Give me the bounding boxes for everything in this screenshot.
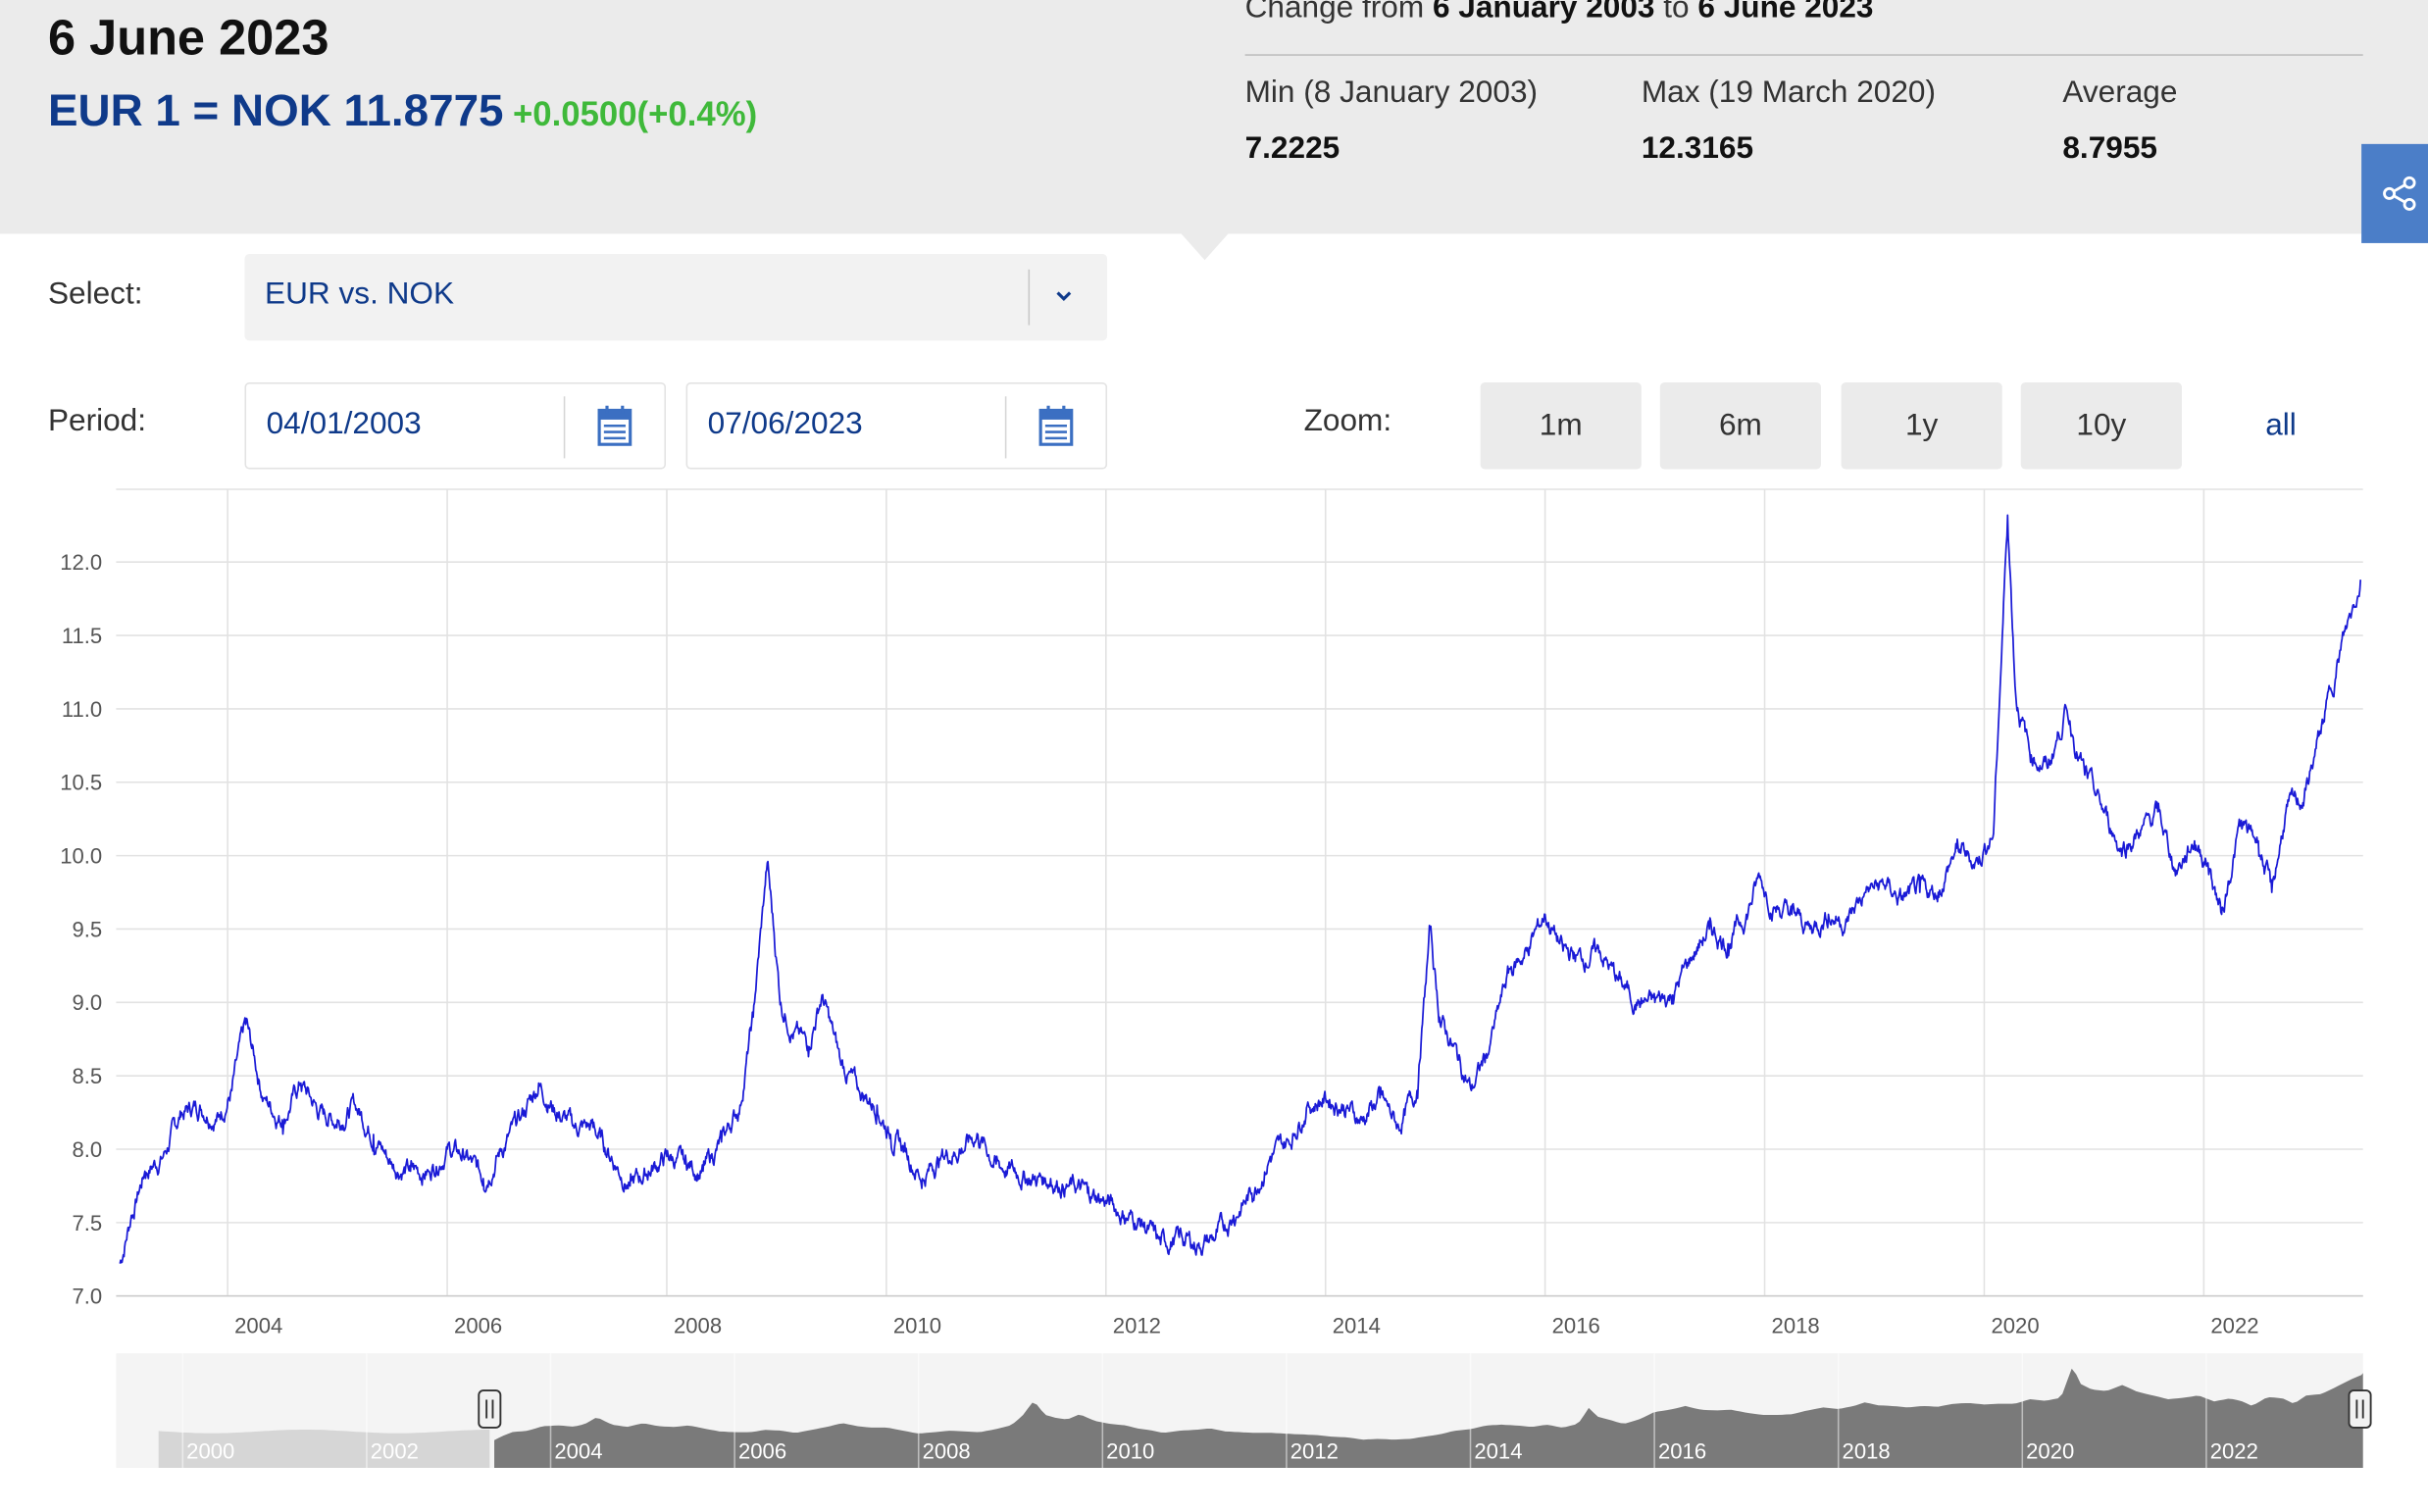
zoom-6m-button[interactable]: 6m	[1659, 382, 1822, 470]
average-value: 8.7955	[2062, 131, 2157, 166]
rate-summary-header: 6 June 2023 EUR 1 = NOK 11.8775 +0.0500(+…	[0, 0, 2428, 234]
rate-change: +0.0500(+0.4%)	[513, 94, 758, 133]
zoom-1y-button[interactable]: 1y	[1841, 382, 2002, 470]
y-axis-ticks: 7.0 7.5 8.0 8.5 9.0 9.5 10.0 10.5 11.0 11.5 12.0	[60, 550, 102, 1308]
navigator-tick-label: 2020	[2026, 1439, 2074, 1464]
period-label: Period:	[47, 404, 147, 438]
select-label: Select:	[47, 277, 143, 312]
navigator-tick-label: 2016	[1658, 1439, 1706, 1464]
navigator-tick-label: 2022	[2210, 1439, 2258, 1464]
y-tick-label: 10.5	[60, 771, 102, 795]
x-tick-label: 2022	[2210, 1314, 2258, 1338]
currency-pair-select[interactable]: EUR vs. NOK	[244, 253, 1108, 341]
navigator-tick-label: 2010	[1106, 1439, 1154, 1464]
share-icon	[2383, 176, 2416, 211]
range-prefix: Change from	[1244, 0, 1425, 25]
x-tick-label: 2008	[674, 1314, 722, 1338]
x-tick-label: 2014	[1333, 1314, 1381, 1338]
navigator-tick-label: 2008	[923, 1439, 971, 1464]
x-tick-label: 2018	[1772, 1314, 1820, 1338]
date-from-value: 04/01/2003	[266, 407, 422, 442]
x-tick-label: 2016	[1552, 1314, 1600, 1338]
y-tick-label: 10.0	[60, 844, 102, 869]
current-date: 6 June 2023	[47, 9, 329, 66]
navigator-tick-label: 2018	[1843, 1439, 1891, 1464]
share-button[interactable]	[2361, 143, 2428, 243]
series-line-group	[119, 514, 2362, 1264]
range-start: 6 January 2003	[1432, 0, 1655, 25]
min-label: Min (8 January 2003)	[1244, 76, 1539, 111]
x-tick-label: 2020	[1991, 1314, 2039, 1338]
range-end: 6 June 2023	[1697, 0, 1874, 25]
y-tick-label: 7.5	[73, 1211, 103, 1235]
navigator-tick-label: 2006	[738, 1439, 786, 1464]
y-tick-label: 11.5	[62, 624, 102, 648]
navigator-unselected-area	[158, 1429, 490, 1468]
select-divider	[1028, 269, 1031, 326]
navigator-tick-label: 2014	[1474, 1439, 1522, 1464]
navigator-tick-label: 2004	[554, 1439, 602, 1464]
y-tick-label: 11.0	[62, 697, 102, 722]
y-tick-label: 8.5	[73, 1064, 103, 1088]
zoom-label: Zoom:	[1303, 404, 1392, 438]
chevron-down-icon	[1056, 291, 1072, 301]
header-notch	[1180, 231, 1230, 261]
average-label: Average	[2062, 76, 2178, 111]
navigator-handle-body	[2348, 1389, 2372, 1429]
date-to-value: 07/06/2023	[707, 407, 863, 442]
navigator-tick-label: 2000	[186, 1439, 234, 1464]
navigator-tick-label: 2002	[371, 1439, 419, 1464]
y-tick-label: 9.0	[73, 990, 103, 1015]
x-tick-label: 2004	[234, 1314, 282, 1338]
navigator-tick-label: 2012	[1290, 1439, 1339, 1464]
zoom-all-button[interactable]: all	[2265, 408, 2297, 442]
date-to-divider	[1004, 396, 1007, 459]
date-to-field[interactable]: 07/06/2023	[685, 382, 1108, 470]
navigator-selected-area	[494, 1368, 2363, 1468]
zoom-10y-button[interactable]: 10y	[2020, 382, 2182, 470]
y-tick-label: 12.0	[60, 550, 102, 575]
date-from-field[interactable]: 04/01/2003	[244, 382, 667, 470]
currency-pair-value: EUR vs. NOK	[265, 277, 455, 312]
y-tick-label: 9.5	[73, 917, 103, 941]
navigator[interactable]: 2000 2002 2004 2006 2008 2010 2012 2014 2016 2018…	[116, 1353, 2372, 1468]
navigator-background	[116, 1353, 2363, 1468]
change-range: Change from 6 January 2003 to 6 June 202…	[1245, 0, 1874, 26]
calendar-icon[interactable]	[1037, 404, 1075, 447]
range-mid: to	[1663, 0, 1690, 25]
x-tick-label: 2010	[893, 1314, 941, 1338]
calendar-icon[interactable]	[596, 404, 633, 447]
y-tick-label: 7.0	[73, 1285, 103, 1309]
x-tick-label: 2012	[1113, 1314, 1161, 1338]
navigator-handle-body	[478, 1389, 502, 1429]
zoom-1m-button[interactable]: 1m	[1480, 382, 1642, 470]
max-value: 12.3165	[1641, 131, 1754, 166]
y-tick-label: 8.0	[73, 1137, 103, 1162]
current-rate: EUR 1 = NOK 11.8775	[47, 86, 504, 136]
grid-lines	[116, 488, 2363, 1297]
navigator-left-handle[interactable]	[478, 1389, 502, 1429]
navigator-right-handle[interactable]	[2348, 1389, 2372, 1429]
min-value: 7.2225	[1244, 131, 1340, 166]
eur-nok-series-line	[119, 514, 2362, 1264]
x-tick-label: 2006	[454, 1314, 502, 1338]
header-divider	[1244, 54, 2363, 56]
max-label: Max (19 March 2020)	[1641, 76, 1936, 111]
date-from-divider	[563, 396, 566, 459]
x-axis-ticks: 2004 2006 2008 2010 2012 2014 2016 2018 2020 2022	[234, 1314, 2258, 1338]
current-rate-line: EUR 1 = NOK 11.8775 +0.0500(+0.4%)	[48, 86, 757, 137]
